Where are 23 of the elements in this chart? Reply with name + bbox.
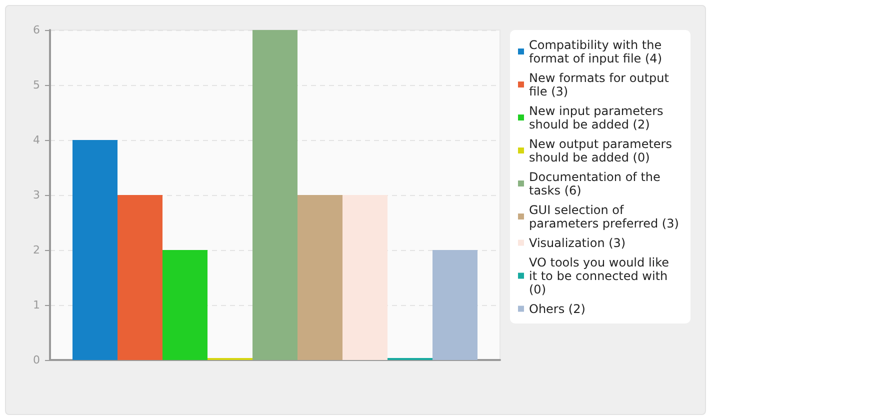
y-tick-label: 3 — [33, 188, 40, 202]
legend-label: Visualization (3) — [529, 236, 626, 250]
bar — [252, 30, 298, 360]
bar — [342, 195, 388, 360]
y-tick-label: 5 — [33, 78, 40, 92]
bar — [118, 195, 162, 360]
legend-label: GUI selection of parameters preferred (3) — [529, 202, 679, 230]
bar — [162, 250, 208, 360]
legend-label: VO tools you would like it to be connected with (0) — [529, 255, 673, 296]
legend-label: Ohers (2) — [529, 302, 586, 316]
legend-label: New output parameters should be added (0) — [529, 136, 676, 164]
y-tick-label: 1 — [33, 298, 40, 312]
legend-label: New input parameters should be added (2) — [529, 104, 668, 132]
y-tick-label: 6 — [33, 24, 40, 36]
bar — [72, 140, 118, 360]
y-tick-label: 2 — [33, 244, 40, 256]
bar — [432, 250, 478, 360]
legend-label: Compatibility with the format of input file (4) — [529, 38, 666, 66]
y-tick-label: 0 — [33, 354, 40, 366]
bar — [298, 195, 342, 360]
legend-label: Documentation of the tasks (6) — [529, 170, 664, 198]
y-tick-label: 4 — [33, 134, 40, 146]
legend-label: New formats for output file (3) — [529, 70, 673, 98]
